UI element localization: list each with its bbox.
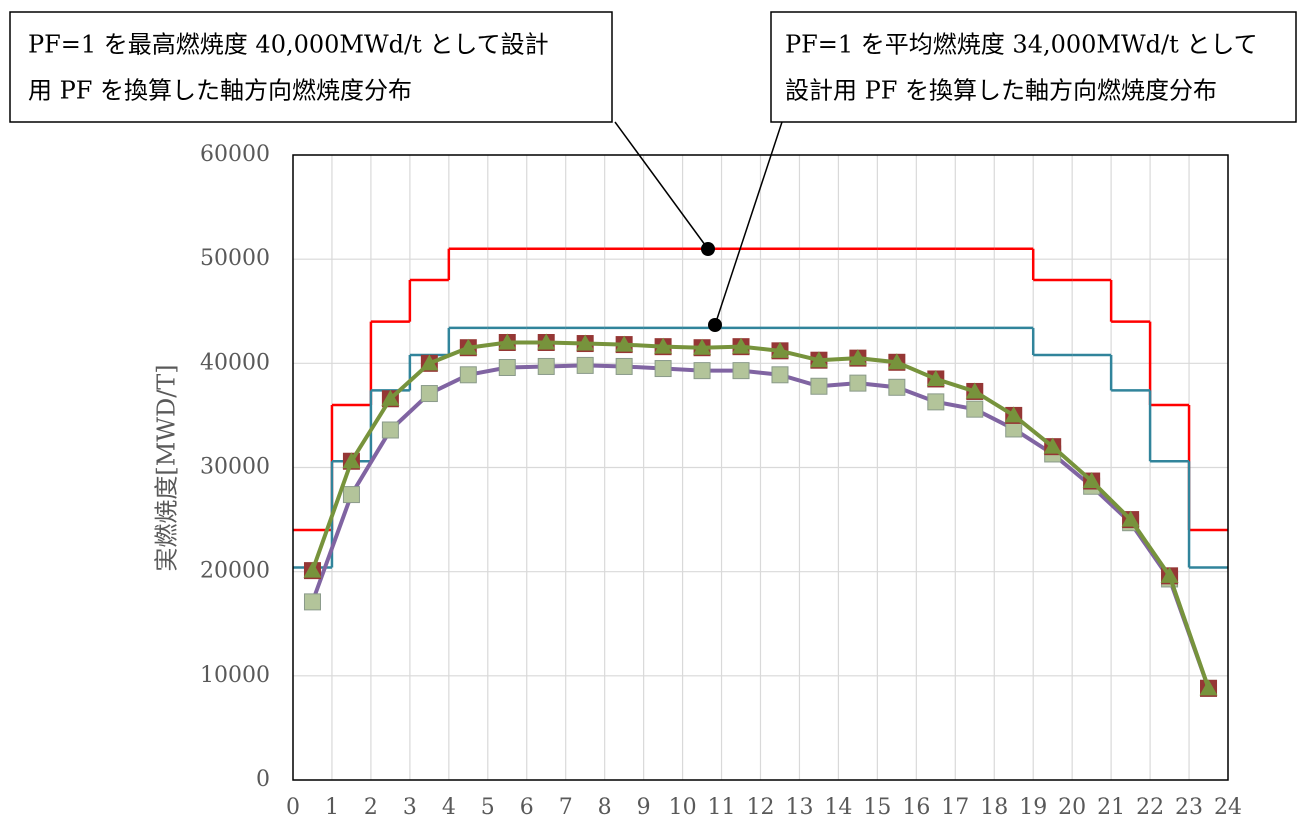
marker <box>342 486 360 504</box>
callout-text: PF=1 を平均燃焼度 34,000MWd/t として <box>785 31 1258 59</box>
marker <box>576 356 594 374</box>
marker <box>615 335 634 352</box>
callout-text: PF=1 を最高燃焼度 40,000MWd/t として設計 <box>28 31 549 59</box>
marker <box>459 366 477 384</box>
callout-text: 設計用 PF を換算した軸方向燃焼度分布 <box>785 77 1217 105</box>
callout-box <box>9 11 613 123</box>
callout-text: 用 PF を換算した軸方向燃焼度分布 <box>28 77 412 105</box>
series <box>293 326 1228 569</box>
plot-frame <box>292 154 1229 781</box>
series <box>303 333 1218 696</box>
marker <box>459 338 478 355</box>
x-tick-label: 20 <box>1058 795 1086 820</box>
marker <box>693 362 711 380</box>
marker <box>420 385 438 403</box>
y-tick-label: 0 <box>256 767 270 792</box>
marker <box>888 378 906 396</box>
marker <box>381 421 399 439</box>
y-tick-label: 20000 <box>200 559 270 584</box>
callout-box <box>770 11 1297 123</box>
marker <box>654 360 672 378</box>
marker <box>576 334 595 351</box>
marker <box>498 333 517 350</box>
leader-line <box>714 121 783 326</box>
callout: PF=1 を最高燃焼度 40,000MWd/t として設計 用 PF を換算した… <box>9 11 715 256</box>
marker <box>926 369 945 386</box>
marker <box>732 362 750 380</box>
marker <box>732 337 751 354</box>
marker <box>1004 406 1023 423</box>
x-tick-label: 15 <box>863 795 891 820</box>
marker <box>1199 679 1218 696</box>
y-tick-label: 40000 <box>200 350 270 375</box>
marker <box>615 357 633 375</box>
plot <box>293 247 1228 697</box>
x-tick-label: 7 <box>559 795 573 820</box>
marker <box>537 333 556 350</box>
x-tick-label: 13 <box>785 795 813 820</box>
marker <box>381 389 400 406</box>
x-tick-label: 11 <box>708 795 736 820</box>
x-tick-label: 8 <box>598 795 612 820</box>
x-tick-label: 0 <box>286 795 300 820</box>
x-tick-label: 17 <box>941 795 969 820</box>
marker <box>848 349 867 366</box>
marker <box>887 353 906 370</box>
y-tick-label: 10000 <box>200 663 270 688</box>
x-tick-label: 2 <box>364 795 378 820</box>
x-tick-label: 10 <box>669 795 697 820</box>
marker <box>420 354 439 371</box>
marker <box>537 357 555 375</box>
y-tick-label: 60000 <box>200 142 270 167</box>
callout: PF=1 を平均燃焼度 34,000MWd/t として 設計用 PF を換算した… <box>708 11 1297 332</box>
marker <box>810 377 828 395</box>
x-tick-label: 19 <box>1019 795 1047 820</box>
leader-dot <box>701 242 715 256</box>
series <box>303 356 1218 697</box>
marker <box>303 593 321 611</box>
x-tick-label: 18 <box>980 795 1008 820</box>
marker <box>1043 437 1062 454</box>
marker <box>965 382 984 399</box>
x-tick-label: 3 <box>403 795 417 820</box>
y-axis-label: 実燃焼度[MWD/T] <box>153 364 181 571</box>
y-tick-label: 30000 <box>200 455 270 480</box>
x-tick-label: 23 <box>1175 795 1203 820</box>
leader-dot <box>708 318 722 332</box>
x-tick-label: 5 <box>481 795 495 820</box>
marker <box>770 341 789 358</box>
x-tick-label: 16 <box>902 795 930 820</box>
marker <box>303 561 322 578</box>
x-tick-label: 4 <box>442 795 456 820</box>
marker <box>342 452 361 469</box>
marker <box>1082 472 1101 489</box>
x-tick-label: 22 <box>1136 795 1164 820</box>
marker <box>849 374 867 392</box>
x-tick-label: 24 <box>1214 795 1242 820</box>
marker <box>1121 510 1140 527</box>
marker <box>498 359 516 376</box>
x-tick-label: 14 <box>824 795 852 820</box>
y-tick-label: 50000 <box>200 246 270 271</box>
marker <box>927 393 945 411</box>
x-tick-label: 12 <box>747 795 775 820</box>
marker <box>771 366 789 384</box>
x-tick-label: 9 <box>637 795 651 820</box>
marker <box>693 338 712 355</box>
x-tick-label: 6 <box>520 795 534 820</box>
marker <box>654 337 673 354</box>
x-tick-label: 1 <box>325 795 339 820</box>
marker <box>809 351 828 368</box>
leader-line <box>614 121 709 250</box>
x-tick-label: 21 <box>1097 795 1125 820</box>
marker <box>966 400 984 418</box>
marker <box>1160 566 1179 583</box>
